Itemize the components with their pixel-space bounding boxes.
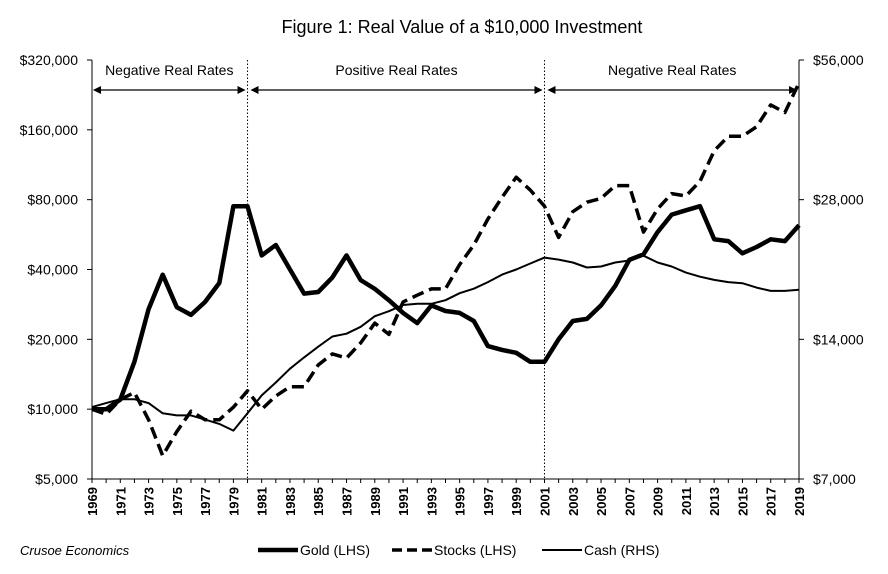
x-tick-label: 1987 xyxy=(340,487,355,516)
region-label: Negative Real Rates xyxy=(608,62,736,78)
x-tick-label: 2001 xyxy=(537,487,552,516)
series-line-gold xyxy=(92,203,801,412)
series-line-cash xyxy=(91,254,800,432)
legend-label: Cash (RHS) xyxy=(584,542,659,558)
right-tick-label: $56,000 xyxy=(813,52,864,68)
x-tick-label: 1975 xyxy=(170,487,185,516)
source-credit: Crusoe Economics xyxy=(20,543,130,558)
x-tick-label: 1985 xyxy=(311,487,326,516)
chart-title: Figure 1: Real Value of a $10,000 Invest… xyxy=(282,17,643,37)
left-tick-label: $5,000 xyxy=(35,471,78,487)
x-tick-label: 1971 xyxy=(113,487,128,516)
x-tick-label: 2013 xyxy=(707,487,722,516)
x-tick-label: 1981 xyxy=(255,487,270,516)
x-tick-label: 2015 xyxy=(735,487,750,516)
x-tick-label: 1969 xyxy=(85,487,100,516)
region-annotations: Negative Real Rates Positive Real Rates Ne… xyxy=(93,60,797,479)
x-tick-label: 1989 xyxy=(368,487,383,516)
x-tick-label: 2019 xyxy=(792,487,807,516)
x-tick-label: 2007 xyxy=(622,487,637,516)
legend-label: Stocks (LHS) xyxy=(434,542,516,558)
region-label: Negative Real Rates xyxy=(105,62,233,78)
right-tick-label: $28,000 xyxy=(813,192,864,208)
x-tick-label: 1983 xyxy=(283,487,298,516)
x-tick-label: 1979 xyxy=(226,487,241,516)
x-tick-label: 1973 xyxy=(142,487,157,516)
x-tick-label: 2011 xyxy=(679,487,694,515)
x-tick-label: 2003 xyxy=(566,487,581,516)
region-label: Positive Real Rates xyxy=(335,62,457,78)
legend-label: Gold (LHS) xyxy=(300,542,370,558)
x-tick-label: 1991 xyxy=(396,487,411,516)
x-tick-label: 1997 xyxy=(481,487,496,516)
series-line-stocks xyxy=(91,82,801,458)
legend: Gold (LHS) Stocks (LHS) Cash (RHS) xyxy=(258,542,659,558)
left-tick-label: $80,000 xyxy=(27,192,78,208)
axes: $5,000 $10,000 $20,000 $40,000 $80,000 $160,0… xyxy=(20,52,864,516)
series-lines xyxy=(91,82,801,458)
x-tick-label: 1995 xyxy=(453,487,468,516)
left-tick-label: $40,000 xyxy=(27,262,78,278)
x-tick-label: 2009 xyxy=(651,487,666,516)
left-tick-label: $20,000 xyxy=(27,331,78,347)
x-tick-label: 1977 xyxy=(198,487,213,516)
x-tick-label: 2005 xyxy=(594,487,609,516)
left-tick-label: $320,000 xyxy=(20,52,79,68)
right-tick-label: $7,000 xyxy=(813,471,856,487)
left-tick-label: $160,000 xyxy=(20,122,79,138)
left-tick-label: $10,000 xyxy=(27,401,78,417)
x-tick-label: 1993 xyxy=(424,487,439,516)
x-tick-label: 2017 xyxy=(764,487,779,516)
x-tick-label: 1999 xyxy=(509,487,524,516)
right-tick-label: $14,000 xyxy=(813,331,864,347)
